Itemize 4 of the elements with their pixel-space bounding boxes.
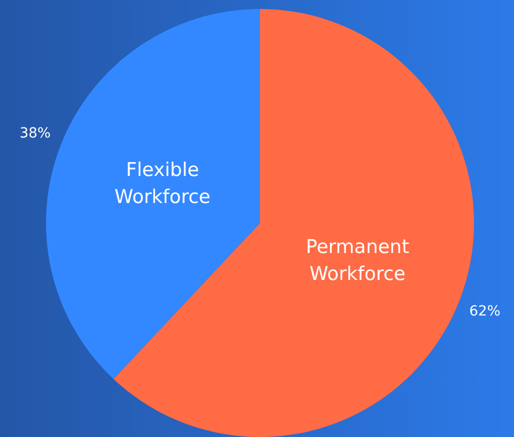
- data-label: 38%: [20, 126, 51, 142]
- data-label: 62%: [469, 304, 500, 320]
- slice-label: Permanent Workforce: [306, 236, 410, 286]
- slice-label: Flexible Workforce: [114, 158, 210, 208]
